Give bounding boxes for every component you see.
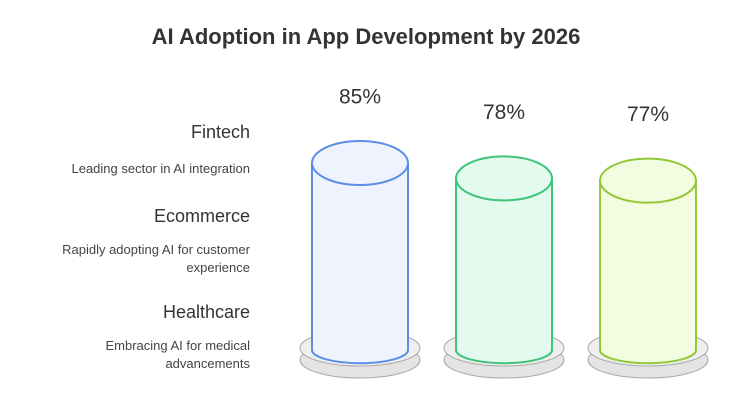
- cylinder: [599, 179, 697, 365]
- value-label: 85%: [339, 86, 381, 109]
- value-label: 78%: [483, 101, 525, 124]
- value-label: 77%: [627, 103, 669, 126]
- cylinder-top: [311, 140, 409, 186]
- cylinder: [455, 177, 553, 365]
- cylinder: [311, 162, 409, 365]
- category-description: Rapidly adopting AI for customer experie…: [62, 242, 250, 275]
- cylinder-top: [599, 157, 697, 204]
- chart-title: AI Adoption in App Development by 2026: [152, 24, 581, 49]
- category-label: Ecommerce: [153, 206, 250, 226]
- category-label: Healthcare: [162, 302, 250, 322]
- category-description: Embracing AI for medical advancements: [105, 338, 250, 371]
- category-description: Leading sector in AI integration: [71, 161, 250, 176]
- category-label: Fintech: [190, 122, 250, 142]
- cylinder-top: [455, 155, 553, 202]
